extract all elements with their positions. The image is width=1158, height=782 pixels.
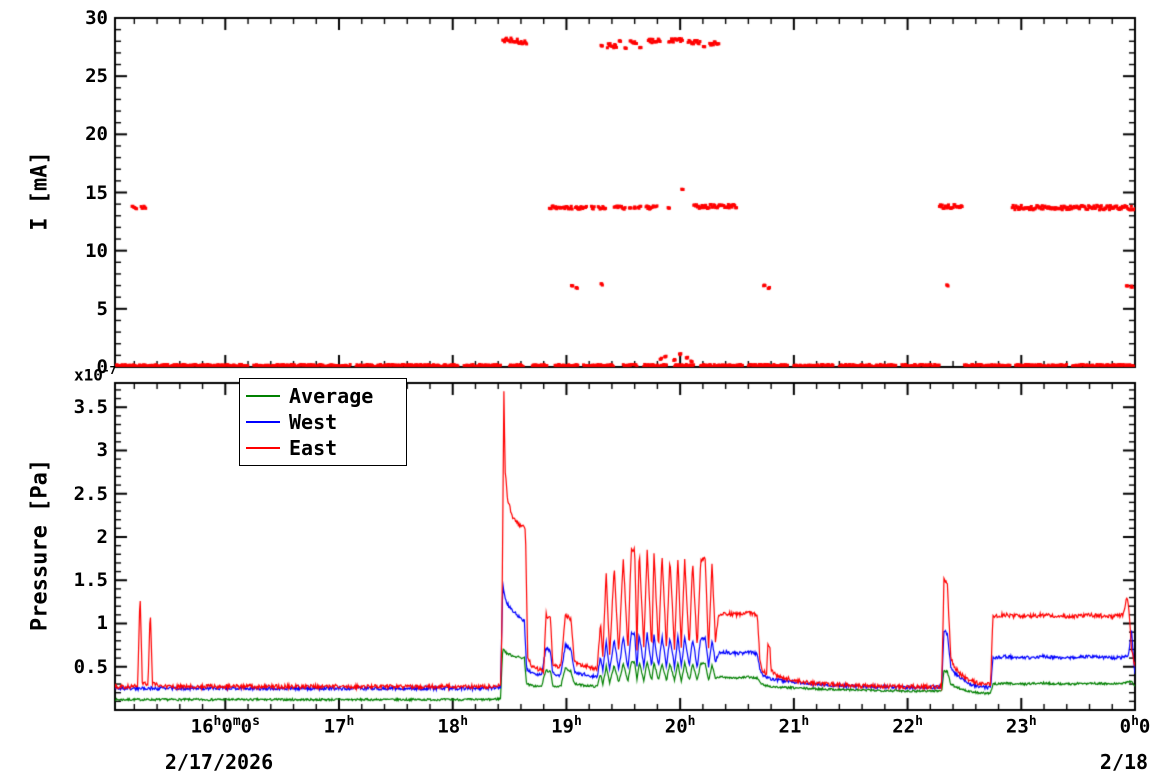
bottom-y-tick-label: 3	[96, 439, 108, 462]
x-tick-label: 22h	[892, 714, 923, 738]
legend-item: East	[246, 435, 400, 461]
x-tick-label: 18h	[437, 714, 469, 738]
top-y-tick-label: 20	[85, 123, 108, 146]
legend-line-sample	[246, 395, 280, 397]
legend-label: West	[289, 410, 338, 434]
x-axis-date-left: 2/17/2026	[164, 750, 274, 774]
bottom-y-tick-label: 1.5	[73, 569, 108, 592]
x-tick-label: 16h0m0s	[190, 714, 260, 738]
top-y-tick-label: 10	[85, 239, 108, 262]
legend-item: West	[246, 409, 400, 435]
x-tick-label: 17h	[323, 714, 355, 738]
bottom-y-tick-label: 2	[96, 525, 108, 548]
multiplier-exponent: -7	[102, 364, 117, 377]
top-y-tick-label: 5	[96, 297, 108, 320]
legend-label: Average	[289, 384, 374, 408]
legend: Average West East	[239, 378, 407, 466]
top-y-tick-label: 0	[96, 356, 108, 378]
bottom-y-tick-label: 3.5	[73, 396, 108, 419]
top-y-tick-label: 30	[85, 7, 108, 29]
x-tick-label: 20h	[664, 714, 696, 738]
top-y-tick-label: 25	[85, 65, 108, 88]
bottom-y-tick-label: 2.5	[73, 482, 108, 505]
x-tick-label: 23h	[1005, 714, 1037, 738]
top-y-tick-label: 15	[85, 181, 108, 204]
y-axis-power-multiplier: x10-7	[74, 364, 116, 384]
bottom-y-tick-label: 1	[96, 612, 108, 635]
legend-label: East	[289, 436, 338, 460]
x-tick-label: 0h0	[1119, 714, 1151, 738]
x-tick-label: 21h	[778, 714, 810, 738]
legend-line-sample	[246, 421, 280, 423]
bottom-y-tick-label: 0.5	[73, 655, 108, 678]
legend-item: Average	[246, 383, 400, 409]
legend-line-sample	[246, 447, 280, 449]
x-tick-label: 19h	[551, 714, 582, 738]
x-axis-date-right: 2/18	[1099, 750, 1149, 774]
multiplier-base: x10	[74, 365, 103, 385]
